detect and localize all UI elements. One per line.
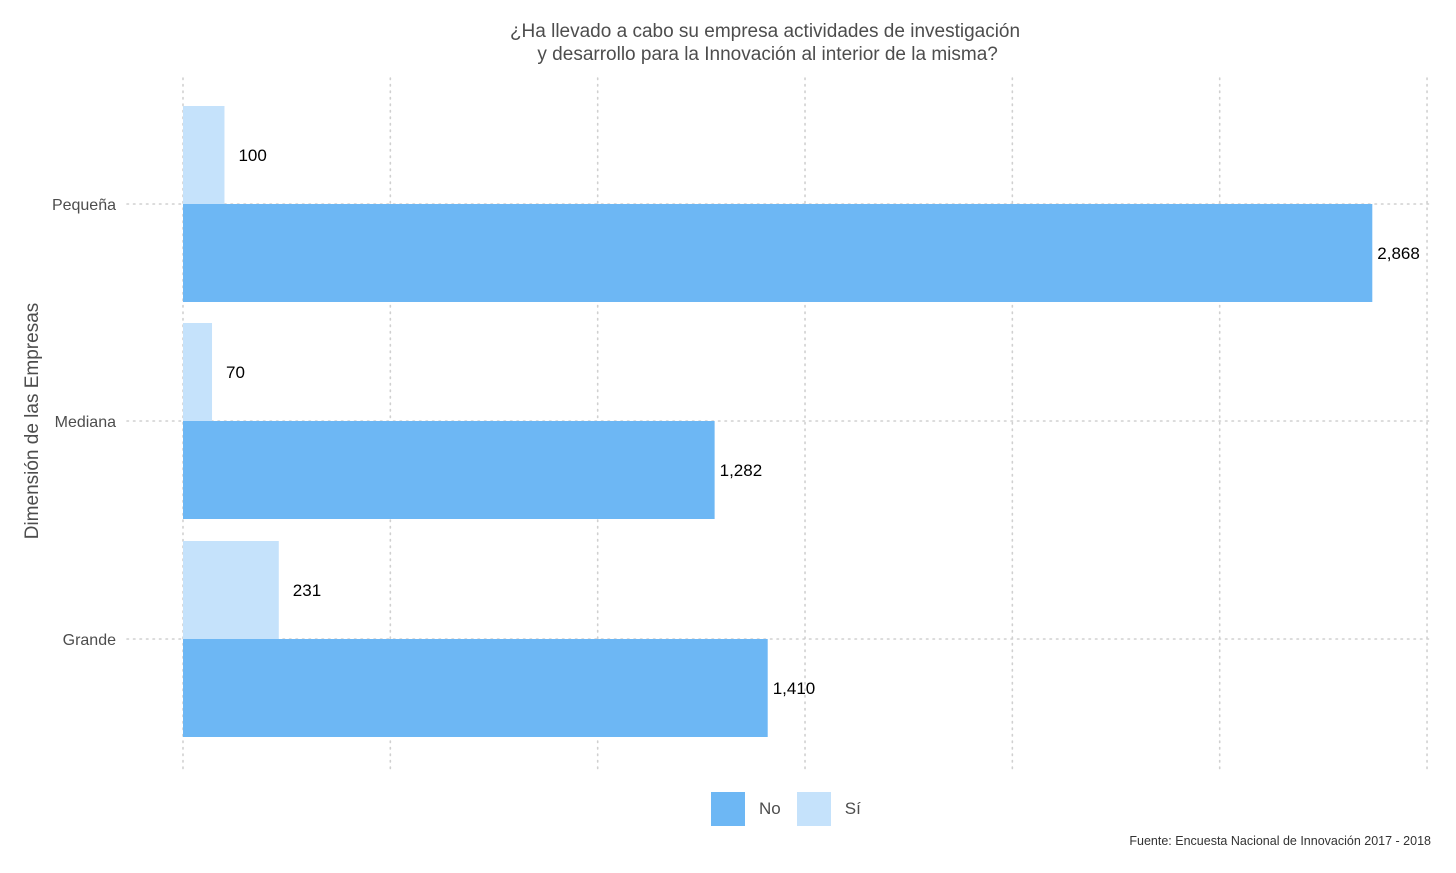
y-tick-label-mediana: Mediana: [55, 414, 116, 431]
data-label-si-grande: 231: [293, 581, 321, 600]
data-label-no-mediana: 1,282: [720, 461, 763, 480]
bar-no-pequeña: [183, 204, 1373, 302]
legend-swatch-no: [711, 792, 745, 826]
y-tick-label-grande: Grande: [63, 632, 116, 649]
y-tick-label-pequeña: Pequeña: [52, 197, 116, 214]
chart-title: ¿Ha llevado a cabo su empresa actividade…: [509, 21, 1021, 65]
data-label-no-pequeña: 2,868: [1377, 244, 1420, 263]
bar-si-grande: [183, 541, 279, 639]
bar-si-mediana: [183, 323, 213, 421]
bar-no-grande: [183, 639, 768, 737]
legend-label-si: Sí: [844, 799, 861, 818]
bar-no-mediana: [183, 421, 715, 519]
bar-si-pequeña: [183, 106, 225, 204]
legend-item-no: No: [711, 792, 781, 826]
legend-label-no: No: [759, 799, 781, 818]
legend-item-si: Sí: [796, 792, 861, 826]
legend-swatch-si: [796, 792, 831, 826]
data-label-si-mediana: 70: [226, 363, 245, 382]
data-label-no-grande: 1,410: [773, 679, 816, 698]
chart-caption: Fuente: Encuesta Nacional de Innovación …: [1129, 834, 1431, 848]
legend: No Sí: [711, 792, 877, 826]
data-label-si-pequeña: 100: [238, 146, 266, 165]
